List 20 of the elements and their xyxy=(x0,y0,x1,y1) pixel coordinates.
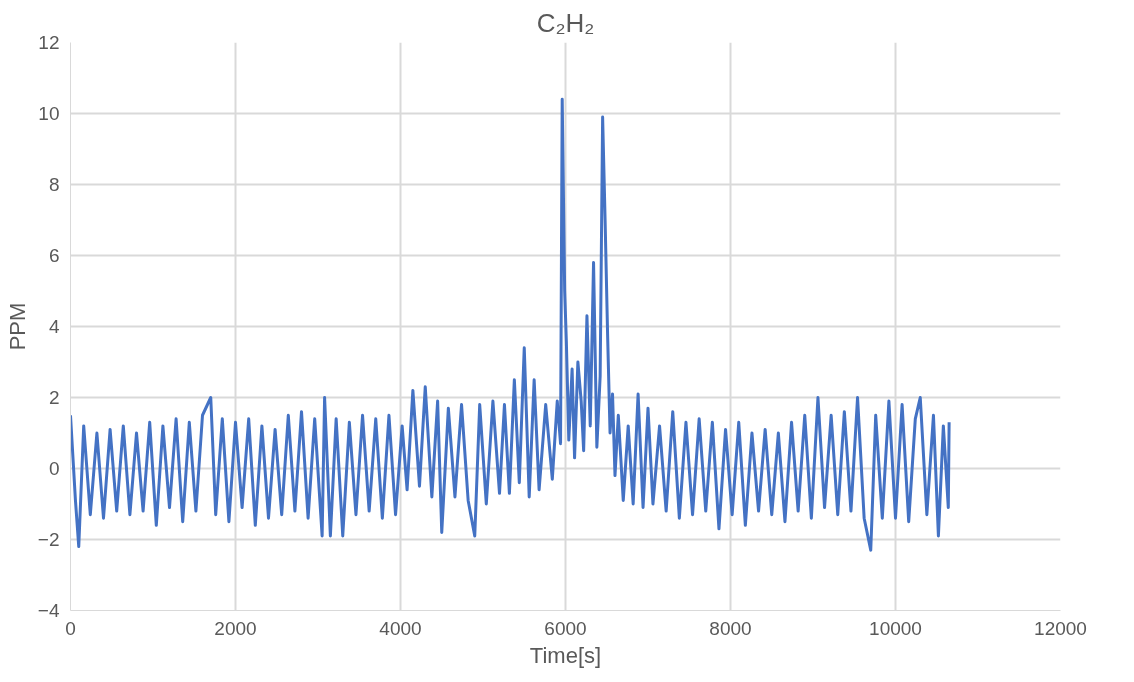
x-tick-label: 8000 xyxy=(709,617,752,639)
y-tick-label: 0 xyxy=(48,458,60,479)
x-tick-label: 4000 xyxy=(379,617,422,639)
x-tick-label: 12000 xyxy=(1034,617,1087,639)
y-axis-title: PPM xyxy=(4,302,30,351)
x-tick-label: 2000 xyxy=(214,617,257,639)
y-tick-label: 2 xyxy=(48,387,60,408)
y-tick-label: 4 xyxy=(48,316,60,337)
y-tick-label: −2 xyxy=(37,529,60,550)
x-tick-label: 0 xyxy=(65,617,76,639)
chart-title: C₂H₂ xyxy=(536,7,595,38)
y-tick-label: 12 xyxy=(38,32,60,53)
y-tick-label: 10 xyxy=(38,103,60,124)
x-axis-title: Time[s] xyxy=(529,642,602,668)
y-tick-label: −4 xyxy=(37,600,60,621)
y-tick-label: 8 xyxy=(48,174,60,195)
x-tick-label: 10000 xyxy=(869,617,922,639)
y-tick-label: 6 xyxy=(48,245,60,266)
x-tick-label: 6000 xyxy=(544,617,587,639)
line-series xyxy=(70,97,951,552)
